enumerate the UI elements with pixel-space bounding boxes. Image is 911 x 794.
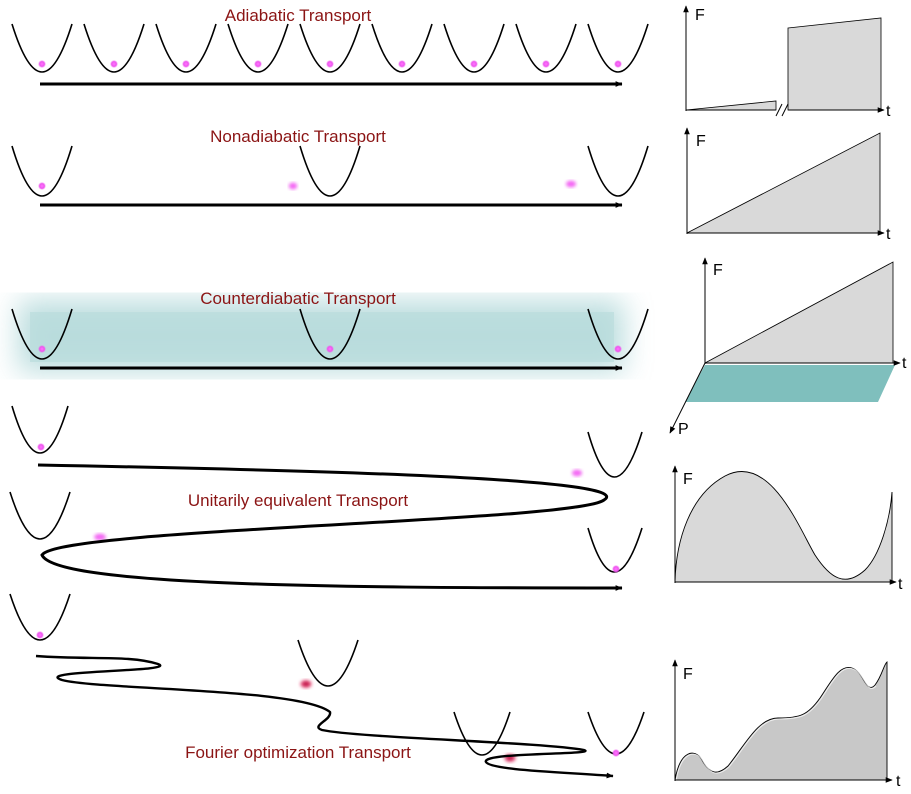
unitary-wells	[9, 405, 643, 573]
f-axis-label: F	[695, 7, 705, 24]
particle	[38, 60, 46, 68]
potential-well	[299, 308, 361, 360]
potential-well	[587, 431, 643, 478]
counterdiabatic-particles	[38, 345, 622, 353]
counterdiabatic-band	[30, 312, 614, 362]
potential-well	[11, 308, 73, 360]
potential-well	[227, 23, 289, 73]
transport-path	[35, 654, 614, 779]
potential-well	[11, 145, 73, 197]
potential-well	[515, 23, 577, 73]
counterdiabatic-wells	[11, 308, 649, 360]
p-axis-label: P	[678, 421, 689, 438]
potential-well	[587, 308, 649, 360]
potential-well	[11, 23, 73, 73]
title-unitarily-equivalent: Unitarily equivalent Transport	[188, 491, 408, 510]
graph-nonadiabatic: F t	[684, 127, 891, 243]
adiabatic-wells	[11, 23, 649, 73]
potential-well	[297, 639, 359, 687]
particle	[37, 443, 45, 451]
title-adiabatic: Adiabatic Transport	[225, 6, 372, 25]
particle	[612, 749, 620, 757]
particle	[38, 345, 46, 353]
potential-well	[9, 491, 71, 540]
particle	[36, 631, 44, 639]
particle	[612, 565, 620, 573]
title-counterdiabatic: Counterdiabatic Transport	[200, 289, 396, 308]
potential-well	[443, 23, 505, 73]
particle	[288, 182, 298, 190]
graph-counterdiabatic: F t P	[669, 257, 907, 438]
potential-well	[371, 23, 433, 73]
potential-well	[155, 23, 217, 73]
particle	[565, 180, 577, 188]
particle	[93, 533, 107, 541]
t-axis-label: t	[886, 103, 891, 120]
particle	[398, 60, 406, 68]
particle	[614, 60, 622, 68]
nonadiabatic-particles	[38, 180, 577, 190]
potential-well	[11, 405, 69, 454]
potential-well	[299, 145, 361, 197]
f-axis-label: F	[683, 471, 693, 488]
momentum-plane	[685, 365, 895, 402]
f-axis-label: F	[713, 262, 723, 279]
t-axis-label: t	[902, 355, 907, 372]
potential-well	[587, 711, 645, 755]
potential-well	[9, 593, 71, 641]
potential-well	[299, 23, 361, 73]
particle	[38, 182, 46, 190]
nonadiabatic-wells	[11, 145, 649, 197]
particle	[254, 60, 262, 68]
particle	[571, 469, 583, 477]
potential-well	[83, 23, 145, 73]
transport-path	[37, 463, 623, 591]
potential-well	[453, 711, 511, 756]
t-axis-label: t	[886, 226, 891, 243]
graph-fourier: F t	[672, 659, 901, 790]
particle	[326, 345, 334, 353]
potential-well	[587, 23, 649, 73]
potential-well	[587, 145, 649, 197]
graph-adiabatic: F t	[683, 5, 891, 120]
adiabatic-particles	[38, 60, 622, 68]
t-axis-label: t	[896, 773, 901, 790]
graph-unitary: F t	[672, 465, 903, 593]
unitary-particles	[37, 443, 620, 573]
title-fourier: Fourier optimization Transport	[185, 743, 411, 762]
f-axis-label: F	[683, 666, 693, 683]
title-nonadiabatic: Nonadiabatic Transport	[210, 127, 386, 146]
particle	[542, 60, 550, 68]
t-axis-label: t	[898, 576, 903, 593]
particle	[182, 60, 190, 68]
particle	[299, 679, 313, 689]
particle	[614, 345, 622, 353]
particle	[326, 60, 334, 68]
particle	[110, 60, 118, 68]
f-axis-label: F	[696, 133, 706, 150]
particle	[470, 60, 478, 68]
